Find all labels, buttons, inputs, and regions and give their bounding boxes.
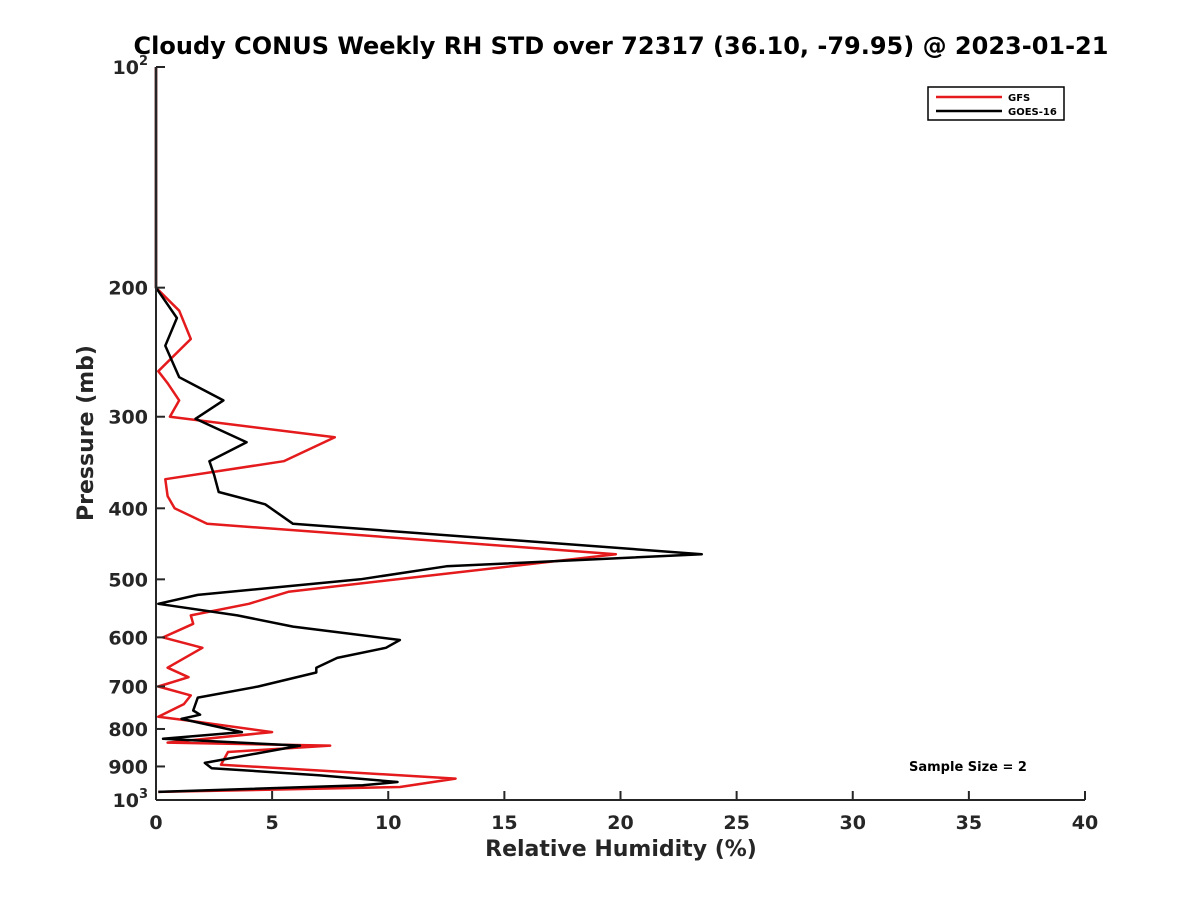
y-tick-label-exponent: 2 <box>139 54 148 69</box>
y-tick-label-base: 500 <box>108 569 148 591</box>
x-tick-label: 20 <box>607 812 633 834</box>
y-tick-label-base: 400 <box>108 498 148 520</box>
x-tick-label: 0 <box>149 812 162 834</box>
y-tick-label-base: 10 <box>113 790 139 812</box>
series-line-goes-16 <box>154 67 704 794</box>
legend-label: GOES-16 <box>1008 107 1057 118</box>
legend-box <box>927 86 1065 121</box>
y-tick-label-exponent: 3 <box>139 787 148 802</box>
y-tick-label-base: 700 <box>108 676 148 698</box>
y-tick-label: 600 <box>108 627 148 649</box>
x-tick-label: 40 <box>1072 812 1098 834</box>
sample-size-annotation: Sample Size = 2 <box>909 760 1027 775</box>
x-tick-label: 5 <box>266 812 279 834</box>
x-tick-label: 10 <box>375 812 401 834</box>
y-tick-label: 103 <box>113 787 149 812</box>
chart-title: Cloudy CONUS Weekly RH STD over 72317 (3… <box>134 32 1109 60</box>
y-axis-label: Pressure (mb) <box>74 345 99 521</box>
y-tick-label: 500 <box>108 569 148 591</box>
series-layer <box>154 67 704 794</box>
y-tick-label: 200 <box>108 278 148 300</box>
x-tick-label: 35 <box>956 812 982 834</box>
x-tick-label: 15 <box>491 812 517 834</box>
x-ticks: 0 5 10 15 20 25 30 35 40 <box>149 791 1098 834</box>
x-tick-label: 25 <box>723 812 749 834</box>
y-tick-label-base: 10 <box>113 57 139 79</box>
y-tick-label-base: 900 <box>108 756 148 778</box>
y-tick-label: 102 <box>113 54 149 79</box>
legend: GFS GOES-16 <box>927 86 1065 121</box>
y-tick-label: 800 <box>108 719 148 741</box>
y-tick-label: 400 <box>108 498 148 520</box>
legend-label: GFS <box>1008 93 1030 104</box>
y-tick-label-base: 800 <box>108 719 148 741</box>
x-tick-label: 30 <box>840 812 866 834</box>
y-tick-label: 300 <box>108 407 148 429</box>
y-tick-label-base: 200 <box>108 278 148 300</box>
y-tick-label: 900 <box>108 756 148 778</box>
y-tick-label: 700 <box>108 676 148 698</box>
x-axis-label: Relative Humidity (%) <box>485 837 757 862</box>
y-tick-label-base: 600 <box>108 627 148 649</box>
y-tick-label-base: 300 <box>108 407 148 429</box>
